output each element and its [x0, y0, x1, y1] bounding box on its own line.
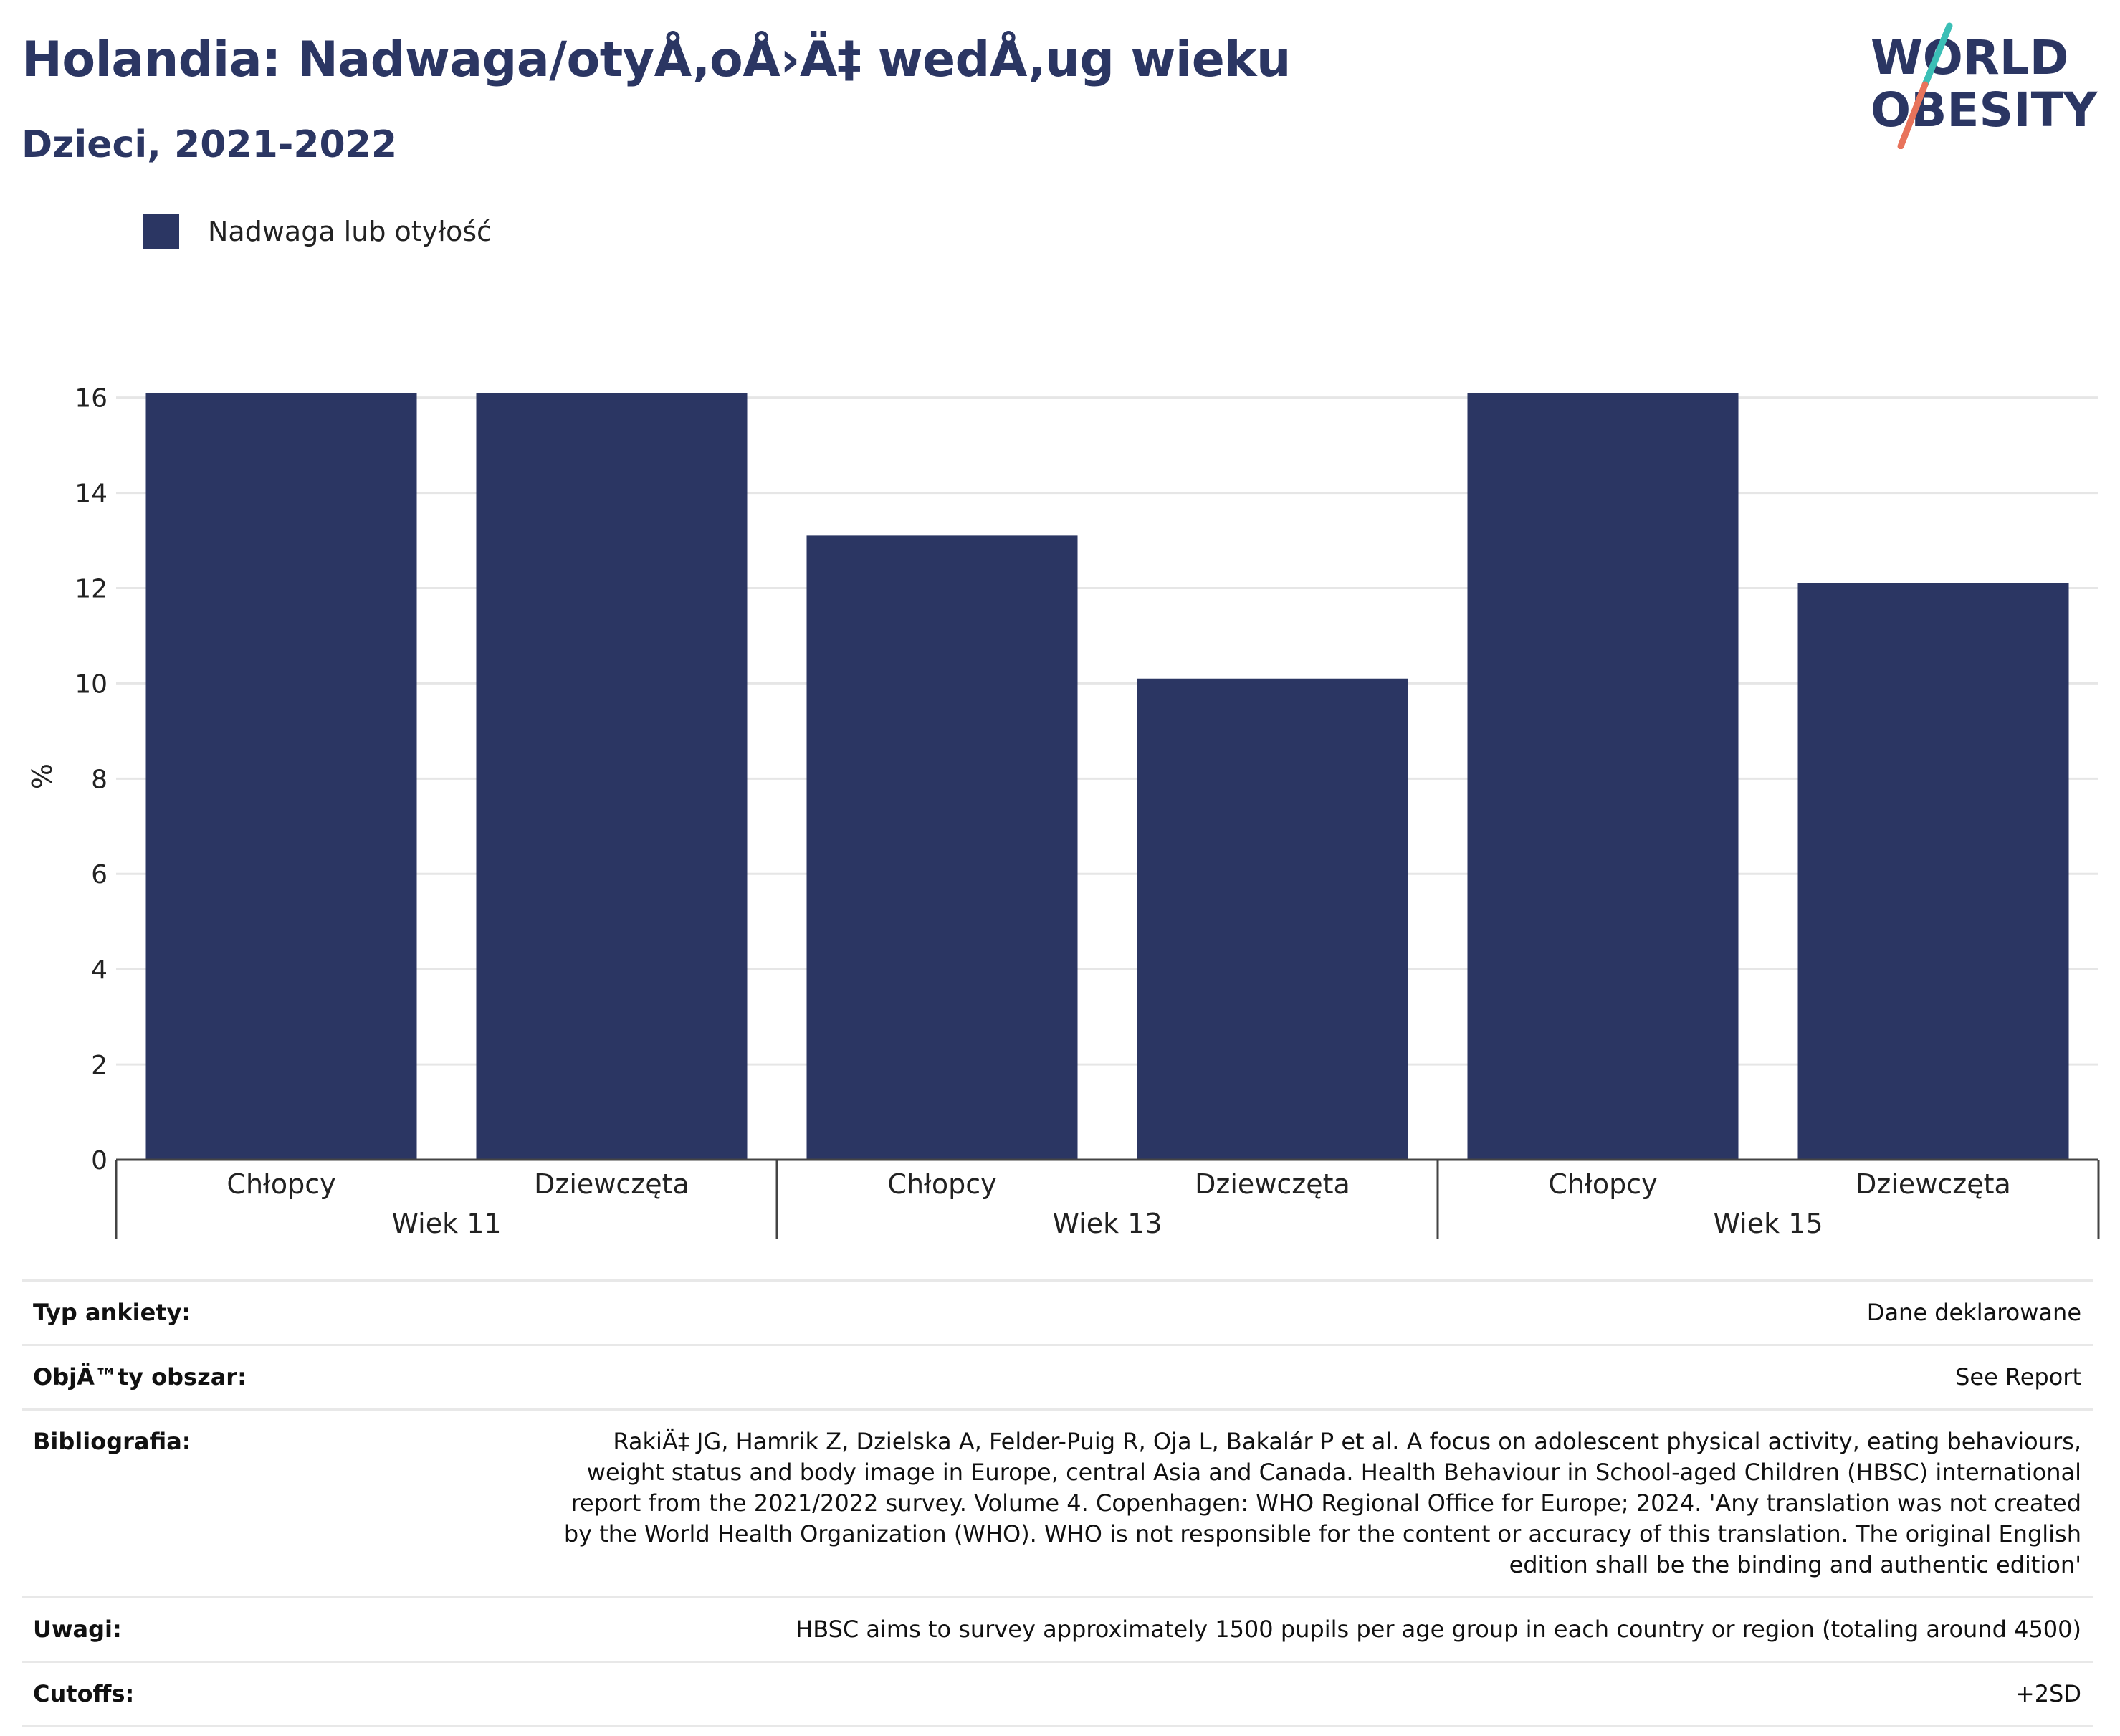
x-category-label: Chłopcy [226, 1168, 335, 1200]
bar [1797, 583, 2069, 1160]
y-tick-label: 14 [75, 480, 108, 509]
y-axis-label: % [27, 763, 58, 789]
meta-row-cutoffs: Cutoffs: +2SD [22, 1661, 2093, 1727]
meta-value: HBSC aims to survey approximately 1500 p… [796, 1616, 2081, 1643]
y-tick-label: 6 [91, 860, 108, 890]
legend: Nadwaga lub otyłość [143, 214, 492, 249]
world-obesity-logo: WORLD OBESITY [1871, 22, 2098, 149]
meta-value: RakiÄ‡ JG, Hamrik Z, Dzielska A, Felder-… [563, 1428, 2081, 1578]
y-tick-label: 10 [75, 669, 108, 699]
x-category-label: Dziewczęta [1195, 1168, 1350, 1200]
meta-label: Uwagi: [33, 1616, 122, 1643]
meta-label: Cutoffs: [33, 1680, 135, 1707]
meta-value: Dane deklarowane [1866, 1299, 2081, 1326]
x-category-label: Chłopcy [1548, 1168, 1657, 1200]
meta-row-area: ObjÄ™ty obszar: See Report [22, 1344, 2093, 1408]
x-group-label: Wiek 15 [1713, 1208, 1823, 1239]
y-tick-label: 8 [91, 765, 108, 794]
y-tick-label: 16 [75, 384, 108, 414]
y-tick-label: 2 [91, 1051, 108, 1080]
y-tick-label: 0 [91, 1146, 108, 1175]
logo-line1: WORLD [1871, 30, 2069, 85]
meta-row-survey-type: Typ ankiety: Dane deklarowane [22, 1279, 2093, 1344]
meta-label: Bibliografia: [33, 1428, 191, 1455]
bar-chart: 0 2 4 6 8 10 12 14 16% Chłopcy Dziewczęta Wiek 11 Ch… [27, 384, 2100, 1239]
x-category-label: Dziewczęta [534, 1168, 689, 1200]
meta-row-bibliography: Bibliografia: RakiÄ‡ JG, Hamrik Z, Dziel… [22, 1408, 2093, 1596]
bar [476, 393, 748, 1160]
x-category-label: Chłopcy [887, 1168, 996, 1200]
chart-title: Holandia: Nadwaga/otyÅ‚oÅ›Ä‡ wedÅ‚ug wie… [22, 32, 1291, 88]
x-group-label: Wiek 13 [1052, 1208, 1162, 1239]
legend-swatch [143, 214, 179, 249]
meta-row-notes: Uwagi: HBSC aims to survey approximately… [22, 1596, 2093, 1661]
bar [1467, 393, 1739, 1160]
logo-slash-coral [1897, 81, 1929, 149]
meta-value: +2SD [2015, 1680, 2081, 1707]
legend-label: Nadwaga lub otyłość [208, 216, 492, 247]
bar [1137, 678, 1408, 1160]
metadata-table: Typ ankiety: Dane deklarowane ObjÄ™ty ob… [22, 1279, 2093, 1727]
x-category-label: Dziewczęta [1856, 1168, 2011, 1200]
meta-value: See Report [1955, 1363, 2081, 1391]
chart-subtitle: Dzieci, 2021-2022 [22, 123, 398, 166]
y-tick-label: 12 [75, 574, 108, 604]
meta-label: Typ ankiety: [33, 1299, 191, 1326]
bar [145, 393, 417, 1160]
y-tick-label: 4 [91, 955, 108, 985]
meta-label: ObjÄ™ty obszar: [33, 1363, 247, 1391]
bar [806, 535, 1078, 1160]
logo-slash-teal [1921, 22, 1953, 88]
x-group-label: Wiek 11 [391, 1208, 501, 1239]
